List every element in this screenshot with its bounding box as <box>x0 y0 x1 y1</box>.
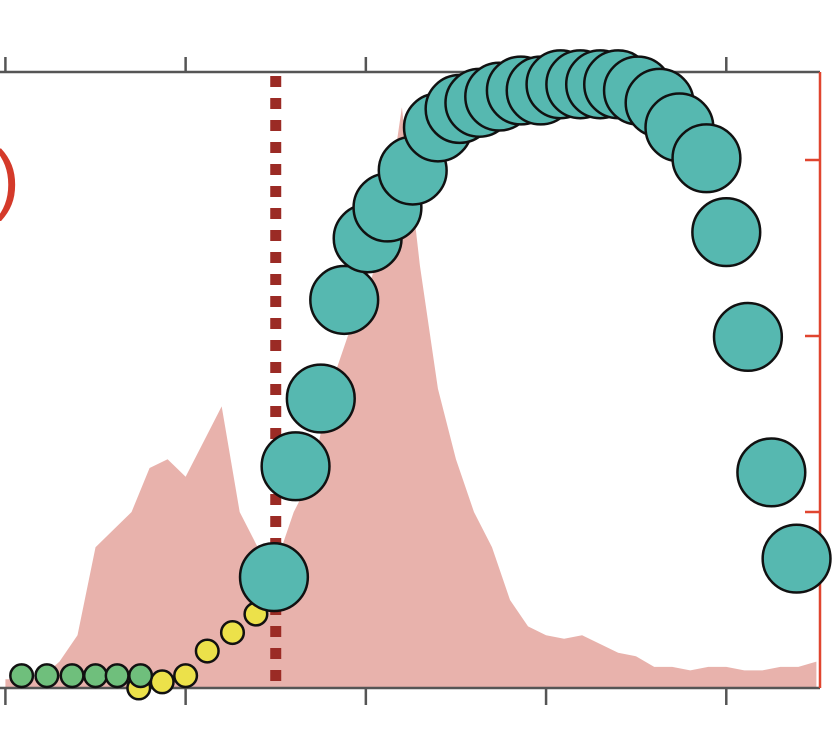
point <box>712 301 784 373</box>
point <box>285 363 356 434</box>
point <box>194 638 220 664</box>
point <box>219 620 246 646</box>
histogram-area <box>5 107 817 688</box>
point <box>260 431 331 502</box>
point <box>309 264 380 336</box>
point <box>128 663 154 689</box>
point <box>149 669 175 695</box>
point <box>104 663 130 689</box>
point <box>736 437 807 508</box>
point <box>59 663 85 689</box>
point <box>691 197 762 268</box>
point <box>238 541 310 613</box>
point <box>671 123 742 194</box>
point <box>82 663 109 689</box>
point <box>173 663 199 689</box>
point <box>34 663 60 689</box>
point <box>9 663 35 689</box>
point <box>761 523 832 594</box>
annotation: ) <box>0 134 20 222</box>
